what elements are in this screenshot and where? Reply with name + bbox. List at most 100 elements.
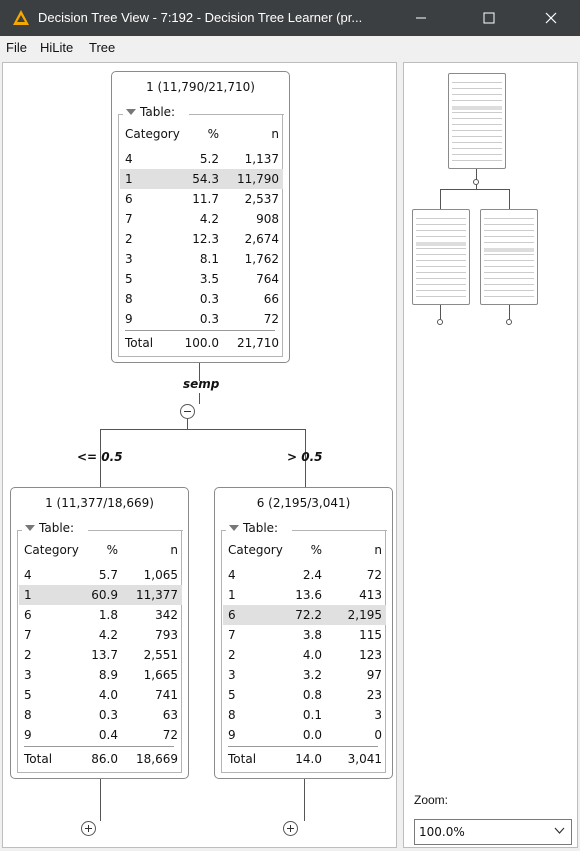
category-cell: Total (24, 752, 53, 766)
table-header-row[interactable]: Category% n (120, 124, 283, 144)
count-cell: 72 (366, 568, 382, 582)
minimize-button[interactable] (398, 0, 444, 36)
table-row[interactable]: 1 60.9 11,377 (19, 585, 182, 605)
count-cell: 23 (366, 688, 382, 702)
table-row[interactable]: 7 3.8 115 (223, 625, 386, 645)
category-cell: 8 (24, 708, 32, 722)
percent-cell: 1.8 (98, 608, 118, 622)
percent-cell: 3.8 (302, 628, 322, 642)
percent-cell: 72.2 (295, 608, 322, 622)
tree-node-root[interactable]: 1 (11,790/21,710) Table: Category% n 4 5.2 1,1… (111, 71, 290, 363)
overview-root-node (448, 73, 506, 169)
table-row[interactable]: 4 5.2 1,137 (120, 149, 283, 169)
count-cell: 793 (155, 628, 178, 642)
collapse-triangle-icon (229, 525, 239, 531)
table-total-row[interactable]: Total 86.0 18,669 (19, 749, 182, 769)
zoom-label: Zoom: (414, 793, 449, 807)
table-row[interactable]: 2 13.7 2,551 (19, 645, 182, 665)
table-row[interactable]: 1 13.6 413 (223, 585, 386, 605)
connector-line (305, 429, 306, 487)
total-separator (125, 330, 275, 331)
table-row[interactable]: 2 12.3 2,674 (120, 229, 283, 249)
category-cell: 5 (125, 272, 133, 286)
table-row[interactable]: 6 11.7 2,537 (120, 189, 283, 209)
percent-cell: 5.2 (199, 152, 219, 166)
table-row[interactable]: 7 4.2 908 (120, 209, 283, 229)
node-title: 6 (2,195/3,041) (256, 496, 351, 510)
table-header-row[interactable]: Category% n (19, 540, 182, 560)
table-row[interactable]: 2 4.0 123 (223, 645, 386, 665)
count-cell: 21,710 (237, 336, 279, 350)
table-row[interactable]: 8 0.3 66 (120, 289, 283, 309)
tree-overview-map[interactable] (404, 63, 577, 343)
category-cell: 1 (228, 588, 236, 602)
table-total-row[interactable]: Total 100.0 21,710 (120, 333, 283, 353)
percent-cell: 86.0 (91, 752, 118, 766)
expand-node-button[interactable] (283, 821, 298, 836)
percent-cell: 4.0 (98, 688, 118, 702)
tree-node-right[interactable]: 6 (2,195/3,041) Table: Category% n 4 2.4 72 1 13… (214, 487, 393, 779)
table-row[interactable]: 6 1.8 342 (19, 605, 182, 625)
percent-cell: 0.3 (199, 312, 219, 326)
tree-view-panel[interactable]: 1 (11,790/21,710) Table: Category% n 4 5.2 1,1… (2, 62, 397, 848)
category-cell: 4 (228, 568, 236, 582)
percent-cell: 8.1 (199, 252, 219, 266)
table-row[interactable]: 3 3.2 97 (223, 665, 386, 685)
overview-left-node (412, 209, 470, 305)
table-row[interactable]: 6 72.2 2,195 (223, 605, 386, 625)
count-cell: 0 (374, 728, 382, 742)
table-toggle[interactable]: Table: (22, 521, 78, 535)
category-cell: Category (228, 543, 283, 557)
category-cell: 7 (125, 212, 133, 226)
category-cell: 7 (228, 628, 236, 642)
connector-line (100, 429, 101, 487)
collapse-node-button[interactable] (180, 404, 195, 419)
menu-bar: File HiLite Tree (0, 36, 580, 60)
table-toggle[interactable]: Table: (123, 105, 179, 119)
table-header-row[interactable]: Category% n (223, 540, 386, 560)
table-row[interactable]: 5 4.0 741 (19, 685, 182, 705)
zoom-dropdown[interactable]: 100.0% (414, 819, 572, 845)
category-cell: 9 (125, 312, 133, 326)
category-cell: 2 (24, 648, 32, 662)
table-row[interactable]: 4 2.4 72 (223, 565, 386, 585)
count-cell: 1,065 (143, 568, 178, 582)
count-cell: 2,551 (143, 648, 178, 662)
table-row[interactable]: 4 5.7 1,065 (19, 565, 182, 585)
table-row[interactable]: 3 8.9 1,665 (19, 665, 182, 685)
close-icon (545, 12, 557, 24)
expand-node-button[interactable] (81, 821, 96, 836)
table-row[interactable]: 8 0.1 3 (223, 705, 386, 725)
table-toggle[interactable]: Table: (226, 521, 282, 535)
tree-node-left[interactable]: 1 (11,377/18,669) Table: Category% n 4 5.7 1,0… (10, 487, 189, 779)
percent-cell: 2.4 (302, 568, 322, 582)
knime-app-icon (13, 10, 29, 25)
count-cell: 741 (155, 688, 178, 702)
menu-hilite[interactable]: HiLite (40, 40, 74, 55)
table-row[interactable]: 9 0.0 0 (223, 725, 386, 745)
count-cell: 764 (256, 272, 279, 286)
percent-cell: 0.3 (98, 708, 118, 722)
table-row[interactable]: 9 0.4 72 (19, 725, 182, 745)
table-row[interactable]: 9 0.3 72 (120, 309, 283, 329)
maximize-button[interactable] (466, 0, 512, 36)
table-row[interactable]: 3 8.1 1,762 (120, 249, 283, 269)
collapse-triangle-icon (126, 109, 136, 115)
close-button[interactable] (528, 0, 574, 36)
node-table: Table: Category% n 4 5.2 1,137 1 54.3 11,790 6 11.… (118, 105, 284, 357)
category-cell: 4 (24, 568, 32, 582)
overview-node-toggle (437, 319, 443, 325)
table-row[interactable]: 7 4.2 793 (19, 625, 182, 645)
table-row[interactable]: 5 0.8 23 (223, 685, 386, 705)
table-row[interactable]: 8 0.3 63 (19, 705, 182, 725)
table-row[interactable]: 5 3.5 764 (120, 269, 283, 289)
table-label: Table: (39, 521, 75, 535)
category-cell: 9 (228, 728, 236, 742)
menu-file[interactable]: File (6, 40, 27, 55)
connector-line (199, 393, 200, 404)
category-cell: 8 (125, 292, 133, 306)
menu-tree[interactable]: Tree (89, 40, 116, 55)
count-cell: 72 (162, 728, 178, 742)
table-total-row[interactable]: Total 14.0 3,041 (223, 749, 386, 769)
table-row[interactable]: 1 54.3 11,790 (120, 169, 283, 189)
